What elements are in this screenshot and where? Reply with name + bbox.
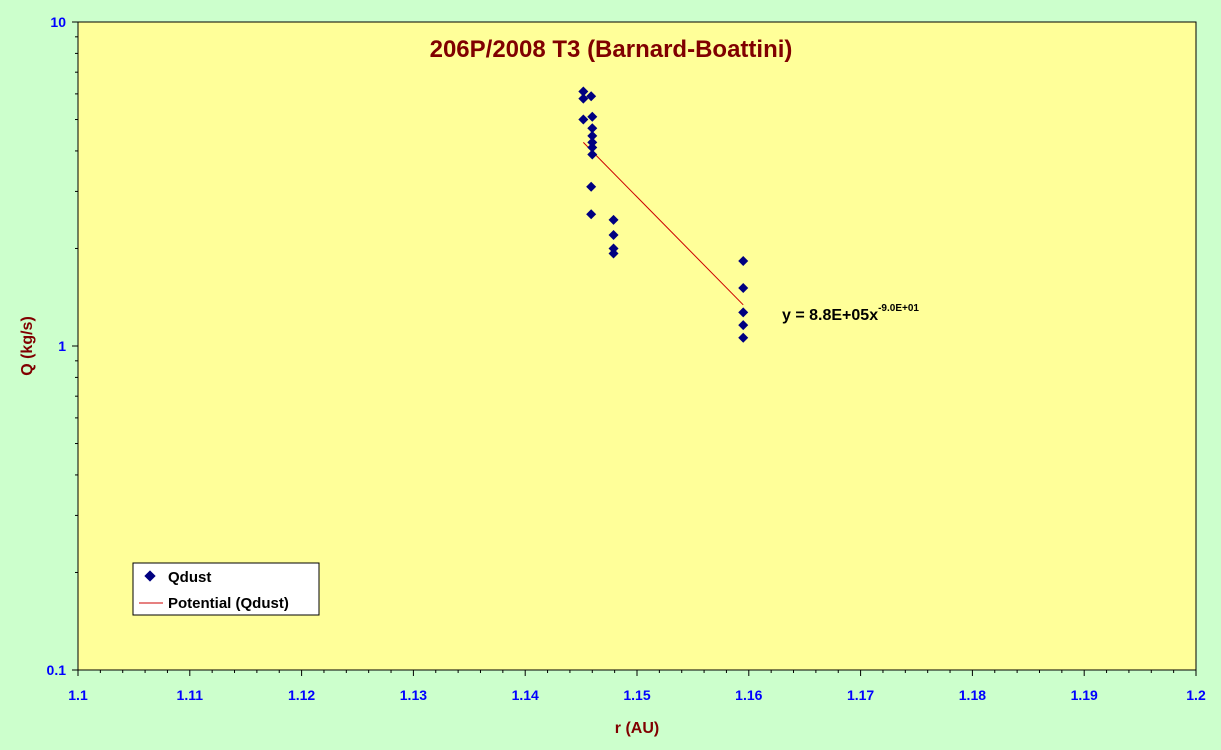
- data-point: [738, 332, 749, 343]
- legend-marker-qdust: [144, 570, 156, 582]
- y-axis: 0.1 1 10: [47, 14, 78, 678]
- points-layer: [578, 86, 749, 343]
- y-tick-label: 10: [50, 14, 66, 30]
- y-tick-label: 0.1: [47, 662, 67, 678]
- trendline-equation-exponent: -9.0E+01: [878, 303, 919, 314]
- data-point: [578, 114, 589, 125]
- x-tick-label: 1.19: [1071, 687, 1098, 703]
- x-tick-label: 1.12: [288, 687, 315, 703]
- x-tick-label: 1.15: [623, 687, 650, 703]
- data-point: [587, 111, 598, 122]
- legend-box: [132, 562, 320, 616]
- trendline: [582, 142, 744, 306]
- x-tick-label: 1.14: [512, 687, 539, 703]
- legend: Qdust Potential (Qdust): [132, 562, 320, 616]
- x-axis: 1.1 1.11 1.12 1.13 1.14 1.15 1.16 1.17 1.18 1.19 1…: [68, 670, 1206, 703]
- data-point: [738, 307, 749, 318]
- legend-label-qdust: Qdust: [168, 569, 211, 586]
- data-point: [586, 209, 597, 220]
- data-point: [578, 86, 589, 97]
- data-point: [586, 91, 597, 102]
- data-point: [587, 149, 598, 160]
- data-point: [738, 320, 749, 331]
- data-point: [738, 283, 749, 294]
- legend-label-trend: Potential (Qdust): [168, 595, 289, 612]
- x-tick-label: 1.17: [847, 687, 874, 703]
- y-tick-label: 1: [58, 338, 66, 354]
- trendline-equation-base: y = 8.8E+05x: [782, 307, 878, 324]
- data-point: [587, 142, 598, 153]
- x-tick-label: 1.18: [959, 687, 986, 703]
- data-point: [587, 123, 598, 134]
- x-tick-label: 1.1: [68, 687, 88, 703]
- data-point: [608, 214, 619, 225]
- data-point: [587, 130, 598, 141]
- trendline-equation: y = 8.8E+05x-9.0E+01: [782, 303, 919, 324]
- x-axis-title: r (AU): [615, 720, 659, 737]
- data-point: [587, 137, 598, 148]
- data-point: [586, 181, 597, 192]
- plot-area: [77, 21, 1197, 671]
- data-point: [738, 255, 749, 266]
- x-tick-label: 1.11: [177, 687, 204, 703]
- data-point: [578, 93, 589, 104]
- data-point: [608, 243, 619, 254]
- y-axis-title: Q (kg/s): [19, 316, 36, 376]
- trendline-layer: [582, 142, 744, 306]
- data-point: [608, 248, 619, 259]
- x-tick-label: 1.16: [735, 687, 762, 703]
- x-tick-label: 1.13: [400, 687, 427, 703]
- x-tick-label: 1.2: [1186, 687, 1206, 703]
- chart-title: 206P/2008 T3 (Barnard-Boattini): [430, 36, 793, 63]
- data-point: [608, 230, 619, 241]
